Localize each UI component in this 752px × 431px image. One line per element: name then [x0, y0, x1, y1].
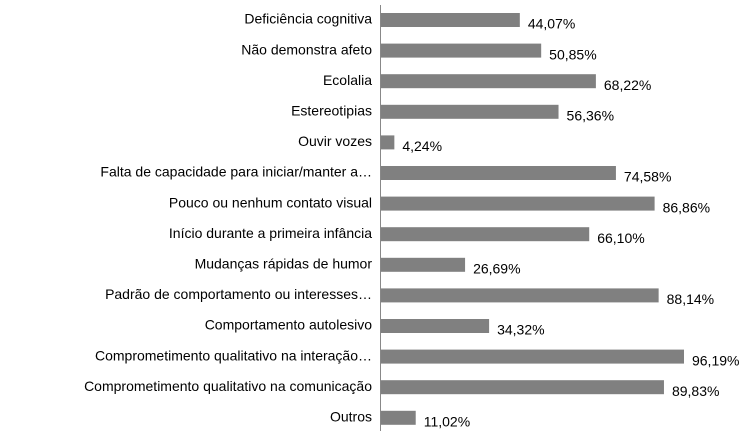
data-label: 68,22% [604, 77, 651, 93]
category-label: Não demonstra afeto [241, 41, 372, 57]
data-label: 74,58% [624, 169, 671, 185]
data-label: 66,10% [597, 230, 644, 246]
data-label: 96,19% [692, 352, 739, 368]
category-label: Pouco ou nenhum contato visual [169, 194, 372, 210]
bar [381, 135, 395, 150]
bar [381, 257, 466, 272]
bar [381, 74, 596, 89]
category-label: Estereotipias [291, 103, 372, 119]
data-label: 44,07% [528, 16, 575, 32]
data-label: 4,24% [402, 138, 442, 154]
category-label: Ouvir vozes [298, 133, 372, 149]
bar [381, 13, 520, 27]
data-label: 26,69% [473, 261, 520, 277]
bar [381, 380, 664, 395]
category-label: Padrão de comportamento ou interesses… [105, 286, 372, 302]
data-label: 89,83% [672, 383, 719, 399]
bar [381, 104, 559, 119]
bar [381, 166, 616, 180]
category-label: Comportamento autolesivo [205, 317, 373, 333]
bar [381, 227, 590, 242]
data-label: 11,02% [424, 414, 470, 430]
category-label: Comprometimento qualitativo na comunicaç… [84, 378, 372, 394]
bar [381, 349, 684, 364]
category-label: Mudanças rápidas de humor [195, 256, 373, 272]
bar [381, 43, 542, 58]
data-label: 88,14% [667, 291, 714, 307]
category-label: Comprometimento qualitativo na interação… [95, 347, 372, 363]
category-label: Ecolalia [323, 72, 372, 88]
category-label: Falta de capacidade para iniciar/manter … [100, 164, 372, 180]
bar [381, 196, 655, 211]
data-label: 34,32% [497, 322, 544, 338]
data-label: 56,36% [567, 108, 614, 124]
category-label: Início durante a primeira infância [169, 225, 372, 241]
category-label: Outros [330, 409, 372, 425]
data-label: 86,86% [663, 199, 710, 215]
bar [381, 319, 490, 333]
bar [381, 288, 659, 303]
category-label: Deficiência cognitiva [244, 11, 372, 27]
bar [381, 410, 416, 425]
data-label: 50,85% [549, 46, 596, 62]
